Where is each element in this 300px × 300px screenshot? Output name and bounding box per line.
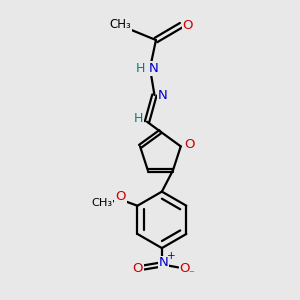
Text: O: O <box>182 19 193 32</box>
Text: O: O <box>179 262 190 275</box>
Text: O: O <box>132 262 143 275</box>
Text: CH₃: CH₃ <box>91 198 112 208</box>
Text: O: O <box>115 190 126 203</box>
Text: N: N <box>158 256 168 269</box>
Text: +: + <box>167 251 175 261</box>
Text: N: N <box>149 62 158 75</box>
Text: N: N <box>158 88 168 101</box>
Text: H: H <box>136 62 145 75</box>
Text: ⁻: ⁻ <box>188 269 194 279</box>
Text: CH₃: CH₃ <box>110 18 131 31</box>
Text: H: H <box>134 112 143 125</box>
Text: O: O <box>184 138 195 152</box>
